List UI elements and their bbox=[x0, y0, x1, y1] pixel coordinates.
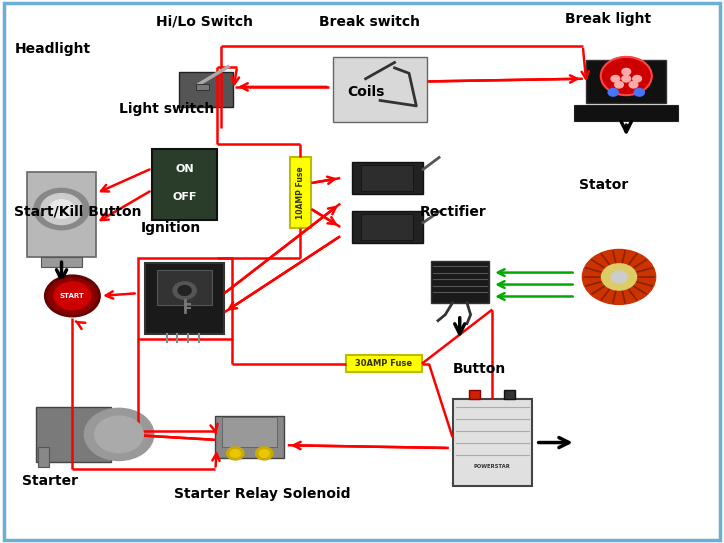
Text: Hi/Lo Switch: Hi/Lo Switch bbox=[156, 15, 253, 29]
FancyBboxPatch shape bbox=[36, 407, 111, 462]
Circle shape bbox=[622, 68, 631, 75]
Circle shape bbox=[259, 450, 269, 457]
Text: START: START bbox=[60, 293, 85, 299]
Text: POWERSTAR: POWERSTAR bbox=[474, 464, 510, 469]
Text: ON: ON bbox=[175, 165, 194, 174]
Circle shape bbox=[95, 416, 143, 453]
Text: Stator: Stator bbox=[579, 178, 628, 192]
Text: Rectifier: Rectifier bbox=[420, 205, 487, 219]
Circle shape bbox=[634, 89, 644, 96]
Text: Starter Relay Solenoid: Starter Relay Solenoid bbox=[174, 487, 350, 501]
FancyBboxPatch shape bbox=[361, 214, 413, 240]
Circle shape bbox=[611, 271, 627, 283]
Circle shape bbox=[178, 286, 191, 295]
Circle shape bbox=[602, 264, 636, 290]
FancyBboxPatch shape bbox=[469, 390, 481, 399]
Circle shape bbox=[84, 408, 153, 460]
FancyBboxPatch shape bbox=[333, 57, 427, 122]
FancyBboxPatch shape bbox=[145, 263, 224, 334]
Circle shape bbox=[256, 447, 273, 460]
FancyBboxPatch shape bbox=[216, 416, 284, 458]
Circle shape bbox=[615, 81, 623, 88]
Text: 30AMP Fuse: 30AMP Fuse bbox=[355, 359, 412, 368]
FancyBboxPatch shape bbox=[290, 157, 311, 228]
Text: OFF: OFF bbox=[172, 192, 197, 201]
FancyBboxPatch shape bbox=[352, 162, 423, 194]
Circle shape bbox=[48, 277, 97, 314]
FancyBboxPatch shape bbox=[504, 390, 515, 399]
FancyBboxPatch shape bbox=[41, 257, 83, 267]
FancyBboxPatch shape bbox=[196, 84, 209, 90]
Text: Button: Button bbox=[452, 362, 506, 376]
FancyBboxPatch shape bbox=[346, 355, 421, 372]
Circle shape bbox=[582, 249, 656, 305]
Circle shape bbox=[601, 57, 652, 95]
Text: Ignition: Ignition bbox=[141, 221, 201, 235]
Circle shape bbox=[611, 75, 620, 82]
FancyBboxPatch shape bbox=[179, 72, 233, 108]
FancyBboxPatch shape bbox=[222, 417, 277, 446]
Circle shape bbox=[41, 194, 83, 225]
FancyBboxPatch shape bbox=[575, 105, 678, 121]
Circle shape bbox=[54, 282, 91, 310]
Text: 10AMP Fuse: 10AMP Fuse bbox=[296, 167, 305, 219]
Text: Light switch: Light switch bbox=[119, 102, 215, 116]
Text: Break switch: Break switch bbox=[319, 15, 420, 29]
FancyBboxPatch shape bbox=[431, 262, 489, 304]
Circle shape bbox=[49, 200, 74, 218]
FancyBboxPatch shape bbox=[156, 270, 213, 306]
FancyBboxPatch shape bbox=[586, 60, 666, 103]
Circle shape bbox=[633, 75, 641, 82]
Text: Headlight: Headlight bbox=[14, 42, 90, 56]
Circle shape bbox=[227, 447, 244, 460]
Text: Break light: Break light bbox=[565, 12, 651, 26]
Circle shape bbox=[230, 450, 240, 457]
FancyBboxPatch shape bbox=[152, 149, 217, 220]
Circle shape bbox=[629, 81, 638, 88]
FancyBboxPatch shape bbox=[38, 447, 49, 467]
Circle shape bbox=[34, 188, 89, 230]
Text: Starter: Starter bbox=[22, 473, 77, 488]
FancyBboxPatch shape bbox=[28, 173, 96, 257]
Circle shape bbox=[622, 75, 631, 82]
Circle shape bbox=[45, 275, 100, 317]
FancyBboxPatch shape bbox=[452, 399, 532, 486]
FancyBboxPatch shape bbox=[352, 211, 423, 243]
Circle shape bbox=[608, 89, 618, 96]
FancyBboxPatch shape bbox=[361, 165, 413, 191]
Text: Coils: Coils bbox=[348, 85, 385, 99]
Circle shape bbox=[173, 282, 196, 299]
Text: Start/Kill Button: Start/Kill Button bbox=[14, 205, 142, 219]
FancyBboxPatch shape bbox=[4, 3, 720, 540]
